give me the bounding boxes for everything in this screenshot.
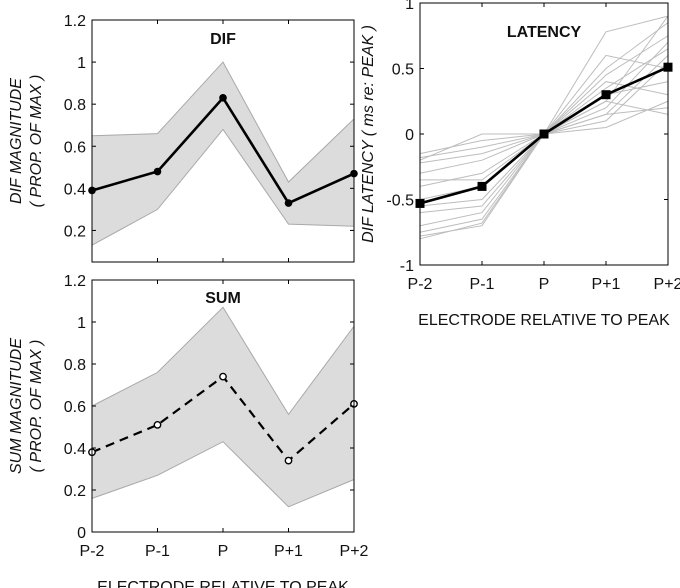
latency-xlabel: ELECTRODE RELATIVE TO PEAK	[418, 312, 670, 329]
latency-ytick-label-1: -0.5	[386, 193, 414, 210]
dif-ylabel-line-1: DIF MAGNITUDE	[8, 78, 25, 204]
sum-title: SUM	[205, 290, 241, 307]
latency-xtick-label-3: P+1	[592, 276, 621, 293]
latency-xtick-label-4: P+2	[654, 276, 680, 293]
latency-ytick-label-0: -1	[400, 258, 414, 275]
latency-point-3	[601, 90, 611, 100]
latency-xtick-label-2: P	[539, 276, 550, 293]
latency-ylabel: DIF LATENCY ( ms re: PEAK )	[360, 25, 377, 243]
sum-ytick-label-3: 0.6	[64, 399, 86, 416]
dif-title: DIF	[210, 31, 236, 48]
latency-individual-line-9	[419, 15, 669, 233]
latency-individual-line-5	[419, 48, 669, 200]
dif-ytick-label-5: 1.2	[64, 13, 86, 30]
sum-xtick-label-2: P	[218, 543, 229, 560]
latency-ytick-label-3: 0.5	[392, 62, 414, 79]
sum-ytick-label-2: 0.4	[64, 441, 86, 458]
sum-point-3	[284, 456, 293, 465]
sum-xtick-label-4: P+2	[340, 543, 369, 560]
latency-ytick-label-4: 1	[405, 0, 414, 13]
latency-individual-line-13	[420, 55, 669, 181]
dif-ytick-label-3: 0.8	[64, 97, 86, 114]
dif-point-1	[153, 167, 162, 176]
dif-ylabel-line-2: ( PROP. OF MAX )	[28, 75, 45, 208]
latency-title: LATENCY	[507, 24, 582, 41]
dif-point-3	[284, 199, 293, 207]
sum-ytick-label-0: 0	[77, 525, 86, 542]
latency-individual-line-4	[419, 107, 669, 187]
sum-ytick-label-6: 1.2	[64, 273, 86, 290]
sum-xtick-label-3: P+1	[274, 543, 303, 560]
sum-ytick-label-5: 1	[77, 315, 86, 332]
sum-xtick-label-1: P-1	[145, 543, 170, 560]
dif-confidence-band	[91, 61, 355, 247]
sum-confidence-band	[91, 306, 355, 508]
sum-ylabel-line-2: ( PROP. OF MAX )	[28, 340, 45, 473]
latency-individual-line-8	[419, 22, 669, 227]
sum-ytick-label-4: 0.8	[64, 357, 86, 374]
latency-individual-line-1	[419, 61, 669, 159]
sum-xlabel: ELECTRODE RELATIVE TO PEAK	[97, 579, 349, 588]
sum-point-2	[219, 372, 227, 381]
latency-individual-line-6	[419, 81, 669, 207]
latency-ytick-label-2: 0	[405, 127, 414, 144]
dif-ytick-label-2: 0.6	[64, 139, 86, 156]
latency-point-2	[539, 129, 549, 139]
sum-xtick-label-0: P-2	[80, 543, 105, 560]
latency-point-1	[477, 181, 487, 191]
sum-ylabel-line-1: SUM MAGNITUDE	[8, 338, 25, 474]
latency-xtick-label-1: P-1	[470, 276, 495, 293]
latency-individual-line-3	[419, 81, 669, 174]
dif-ytick-label-4: 1	[77, 55, 86, 72]
latency-xtick-label-0: P-2	[408, 276, 433, 293]
sum-ytick-label-1: 0.2	[64, 483, 86, 500]
dif-ytick-label-1: 0.4	[64, 181, 86, 198]
dif-ytick-label-0: 0.2	[64, 223, 86, 240]
dif-point-2	[219, 94, 227, 102]
sum-point-1	[153, 420, 162, 429]
